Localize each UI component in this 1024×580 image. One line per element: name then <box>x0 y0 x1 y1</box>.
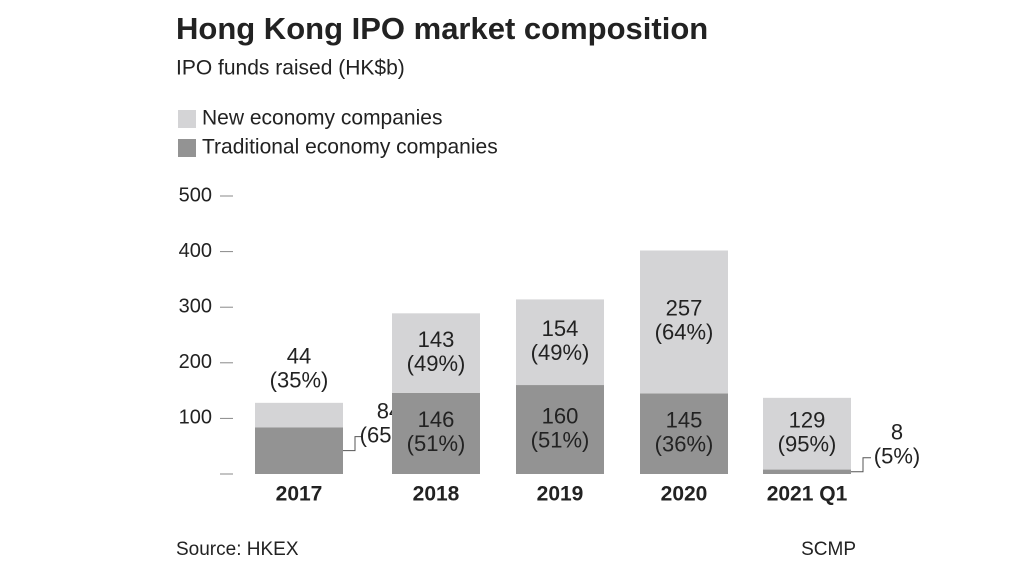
source: Source: HKEX <box>176 539 299 560</box>
value-label: (64%) <box>655 320 714 345</box>
value-label: (49%) <box>531 340 590 365</box>
value-label: (51%) <box>531 427 590 452</box>
x-tick-label: 2019 <box>537 483 584 506</box>
value-label: 145 <box>666 408 703 433</box>
value-label: 129 <box>789 408 826 433</box>
y-tick-label: 300 <box>179 295 212 317</box>
bar-segment <box>516 299 604 386</box>
connector <box>343 436 363 452</box>
x-tick-label: 2018 <box>413 483 460 506</box>
bar-segment <box>763 397 851 470</box>
value-label: (35%) <box>270 368 329 393</box>
value-label: 143 <box>418 327 455 352</box>
credit: SCMP <box>801 539 856 560</box>
legend-swatch <box>178 139 196 157</box>
value-label: 257 <box>666 296 703 321</box>
chart-subtitle: IPO funds raised (HK$b) <box>176 57 405 80</box>
value-label: 160 <box>542 403 579 428</box>
value-label: 44 <box>287 344 311 369</box>
x-tick-label: 2020 <box>661 483 708 506</box>
value-label: 154 <box>542 316 579 341</box>
x-tick-label: 2017 <box>276 483 323 506</box>
value-label: (49%) <box>407 351 466 376</box>
bar-segment <box>392 313 480 393</box>
x-tick-label: 2021 Q1 <box>767 483 848 506</box>
value-label: 8 <box>891 420 903 445</box>
legend-label: Traditional economy companies <box>202 136 498 159</box>
legend-swatch <box>178 110 196 128</box>
bar-segment <box>255 402 343 428</box>
chart-title: Hong Kong IPO market composition <box>176 11 708 46</box>
bar-segment <box>392 392 480 474</box>
bar-segment <box>255 427 343 474</box>
y-tick-label: 500 <box>179 184 212 206</box>
value-label: (95%) <box>778 432 837 457</box>
y-tick-label: 100 <box>179 407 212 429</box>
y-tick-label: 200 <box>179 351 212 373</box>
bar-segment <box>640 393 728 474</box>
bar-segment <box>516 385 604 474</box>
connector <box>851 457 871 473</box>
value-label: (5%) <box>874 444 920 469</box>
value-label: (36%) <box>655 432 714 457</box>
legend-label: New economy companies <box>202 107 442 130</box>
bar-segment <box>640 250 728 394</box>
value-label: (51%) <box>407 431 466 456</box>
value-label: 146 <box>418 407 455 432</box>
y-tick-label: 400 <box>179 240 212 262</box>
bar-segment <box>763 469 851 474</box>
